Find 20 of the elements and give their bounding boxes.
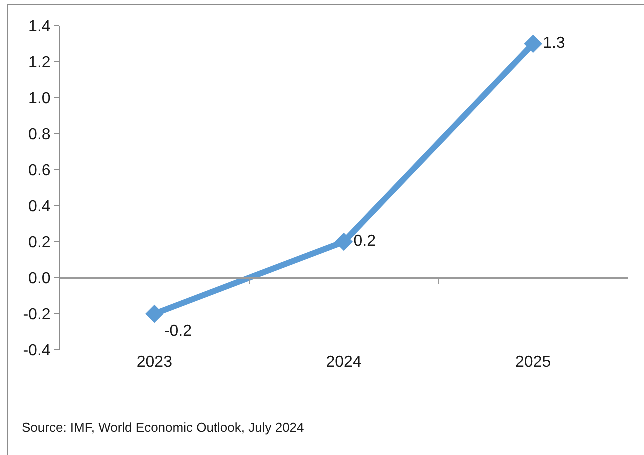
point [334, 232, 354, 252]
point [524, 34, 542, 54]
y-tick-label: 0.2 [28, 234, 51, 252]
y-tick-label: 1.2 [28, 54, 51, 72]
x-tick-label: 2023 [136, 354, 173, 371]
y-tick-label: 0.4 [28, 198, 51, 216]
data-label: 0.2 [354, 233, 376, 250]
data-label: 1.3 [543, 35, 566, 52]
source-note: Source: IMF, World Economic Outlook, July 2024 [22, 420, 304, 435]
y-tick-label: -0.4 [23, 342, 51, 360]
y-tick-label: 0.8 [28, 126, 51, 144]
y-tick-label: 0.6 [28, 162, 51, 180]
x-tick-label: 2025 [516, 354, 552, 371]
y-tick-label: 1.4 [28, 18, 51, 36]
y-tick-label: 1.0 [28, 90, 51, 108]
data-label: -0.2 [164, 322, 192, 340]
y-tick-label: -0.2 [23, 306, 51, 324]
y-tick-label: 0.0 [28, 270, 51, 288]
point [146, 304, 164, 324]
x-tick-label: 2024 [326, 354, 362, 371]
